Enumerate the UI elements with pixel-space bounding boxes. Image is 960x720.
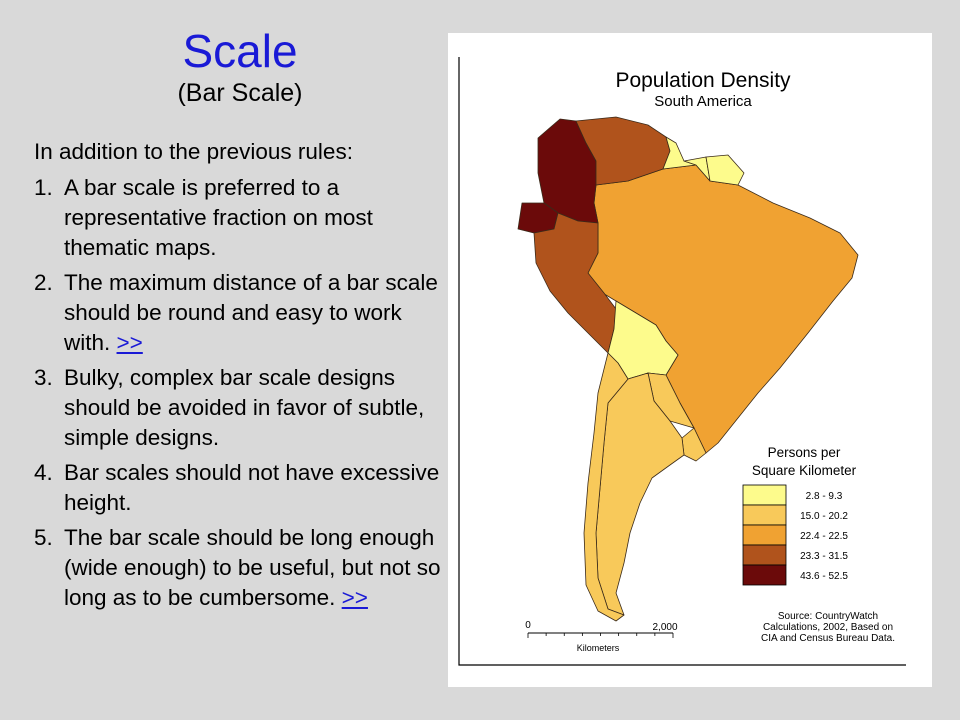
scale-start-label: 0 (525, 620, 531, 631)
rule-text: The bar scale should be long enough (wid… (64, 525, 441, 610)
rule-item: 2. The maximum distance of a bar scale s… (34, 268, 444, 358)
country-uruguay (681, 427, 707, 462)
rule-text: Bulky, complex bar scale designs should … (64, 365, 425, 450)
rule-number: 3. (34, 365, 53, 390)
rule-number: 1. (34, 175, 53, 200)
scale-unit-label: Kilometers (577, 643, 620, 653)
legend-swatch (742, 564, 787, 586)
rule-item: 5. The bar scale should be long enough (… (34, 523, 444, 613)
rule-number: 5. (34, 525, 53, 550)
rule-item: 1. A bar scale is preferred to a represe… (34, 173, 444, 263)
south-america-map: Population Density South America (458, 57, 906, 666)
country-peru (533, 212, 617, 354)
map-subtitle: South America (654, 93, 752, 110)
legend-title-line1: Persons per (768, 445, 841, 460)
rule-number: 4. (34, 460, 53, 485)
more-link[interactable]: >> (116, 330, 143, 355)
rule-item: 3. Bulky, complex bar scale designs shou… (34, 363, 444, 453)
rule-item: 4. Bar scales should not have excessive … (34, 458, 444, 518)
legend-swatch (742, 544, 787, 566)
rule-number: 2. (34, 270, 53, 295)
scale-bar: 0 2,000 Kilometers (525, 620, 678, 653)
country-french-guiana (705, 154, 745, 186)
slide-title: Scale (182, 25, 298, 77)
legend-swatch (742, 504, 787, 526)
legend-swatch (742, 484, 787, 506)
intro-text: In addition to the previous rules: (34, 139, 353, 164)
more-link[interactable]: >> (341, 585, 368, 610)
country-chile (583, 352, 629, 622)
legend-title-line2: Square Kilometer (752, 463, 857, 478)
rule-text: Bar scales should not have excessive hei… (64, 460, 440, 515)
legend-label: 2.8 - 9.3 (806, 491, 843, 502)
rules-body: In addition to the previous rules: 1. A … (34, 137, 444, 618)
rule-text: A bar scale is preferred to a representa… (64, 175, 373, 260)
slide-subtitle: (Bar Scale) (177, 79, 303, 107)
source-line-1: Source: CountryWatch (778, 611, 878, 622)
map-title: Population Density (615, 69, 791, 92)
legend-label: 15.0 - 20.2 (800, 511, 848, 522)
rule-text: The maximum distance of a bar scale shou… (64, 270, 438, 355)
source-line-3: CIA and Census Bureau Data. (761, 633, 895, 644)
title-block: Scale (Bar Scale) (40, 28, 440, 108)
map-frame (458, 57, 906, 666)
legend-swatch (742, 524, 787, 546)
map-panel: Population Density South America (448, 33, 932, 687)
legend-label: 22.4 - 22.5 (800, 531, 848, 542)
legend-label: 43.6 - 52.5 (800, 571, 848, 582)
source-line-2: Calculations, 2002, Based on (763, 622, 893, 633)
legend-label: 23.3 - 31.5 (800, 551, 848, 562)
scale-end-label: 2,000 (652, 622, 677, 633)
